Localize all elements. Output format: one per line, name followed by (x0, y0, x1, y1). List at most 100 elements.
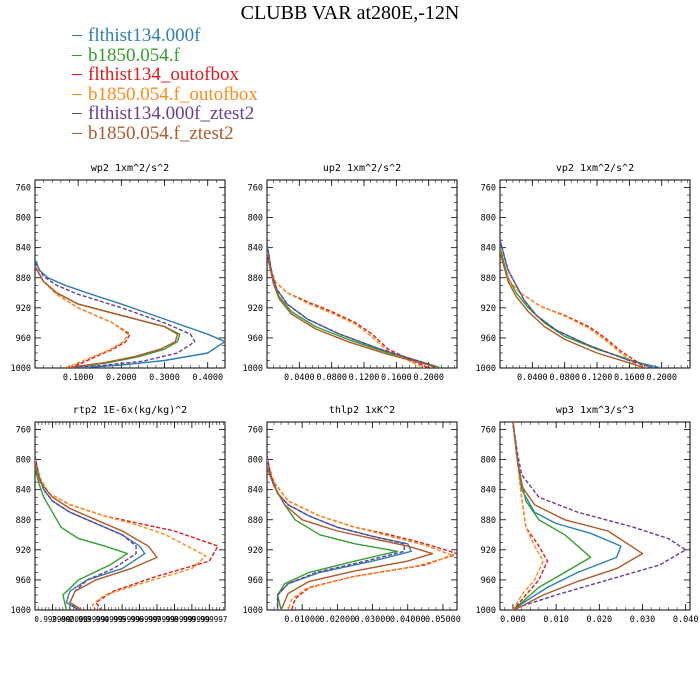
y-tick-label: 960 (481, 576, 496, 586)
x-tick-label: 0.030 (630, 615, 656, 625)
y-tick-label: 760 (481, 184, 496, 194)
series-line (512, 422, 592, 610)
legend-label: b1850.054.f (88, 44, 180, 66)
series-line (35, 258, 225, 368)
series-line (267, 459, 455, 610)
legend-label: flthist134.000f (88, 25, 201, 46)
panel-title: vp2 1xm^2/s^2 (556, 163, 634, 174)
x-tick-label: 0.1200 (349, 373, 380, 383)
legend-label: b1850.054.f_outofbox (88, 83, 258, 105)
y-tick-label: 880 (16, 516, 31, 526)
x-tick-label: 0.1000 (63, 373, 94, 383)
y-tick-label: 760 (16, 426, 31, 436)
x-tick-label: 0.0800 (316, 373, 347, 383)
y-tick-label: 880 (248, 274, 263, 284)
series-line (267, 466, 434, 610)
x-tick-label: 0.010 (543, 615, 569, 625)
x-tick-label: 0.01000 (284, 615, 320, 625)
series-line (267, 251, 429, 368)
legend-swatch (72, 113, 82, 115)
series-line (512, 422, 687, 610)
y-tick-label: 1000 (11, 364, 31, 374)
y-tick-label: 920 (248, 546, 263, 556)
y-tick-label: 920 (16, 546, 31, 556)
series-line (35, 459, 207, 610)
chart-panel: rtp2 1E-6x(kg/kg)^2 760 800 840 880 920 960 100… (11, 405, 228, 624)
y-tick-label: 760 (248, 426, 263, 436)
y-tick-label: 760 (16, 184, 31, 194)
legend-swatch (72, 93, 82, 95)
chart-panel: thlp2 1xK^2 760 800 840 880 920 960 1000 0.01000… (243, 405, 461, 625)
x-tick-label: 2.999999 (69, 615, 105, 624)
series-line (512, 422, 544, 610)
panel-frame (499, 421, 691, 611)
x-tick-label: 0.000 (500, 615, 526, 625)
series-line (267, 459, 457, 610)
x-tick-label: 0.0400 (284, 373, 315, 383)
y-tick-label: 800 (481, 456, 496, 466)
series-line (267, 253, 438, 368)
y-tick-label: 960 (16, 576, 31, 586)
y-tick-label: 880 (481, 274, 496, 284)
x-tick-label: 4.999999 (104, 615, 140, 624)
chart-panel: up2 1xm^2/s^2 760 800 840 880 920 960 1000 0.040… (243, 163, 458, 383)
x-tick-label: 2.000000 (52, 615, 89, 624)
series-line (35, 266, 129, 368)
x-tick-label: 0.0800 (549, 373, 580, 383)
x-tick-label: 0.1200 (582, 373, 613, 383)
y-tick-label: 920 (481, 304, 496, 314)
legend-label: flthist134.000f_ztest2 (88, 103, 255, 124)
y-tick-label: 840 (16, 486, 31, 496)
y-tick-label: 800 (16, 456, 31, 466)
y-tick-label: 880 (481, 516, 496, 526)
y-tick-label: 880 (248, 516, 263, 526)
x-tick-label: 0.03000 (355, 615, 391, 625)
legend-item: b1850.054.f (72, 44, 258, 66)
x-tick-label: 0.020 (587, 615, 613, 625)
series-line (500, 240, 654, 368)
panel-frame (266, 421, 458, 611)
y-tick-label: 960 (248, 334, 263, 344)
x-tick-label: 7.999999 (156, 615, 192, 624)
y-tick-label: 840 (16, 244, 31, 254)
x-tick-label: 0.02000 (319, 615, 355, 625)
figure-title: CLUBB VAR at280E,-12N (240, 2, 460, 24)
x-tick-label: 0.999999 (34, 615, 70, 624)
legend-label: flthist134_outofbox (88, 64, 239, 85)
legend-item: flthist134.000f_ztest2 (72, 104, 258, 124)
panel-frame (266, 179, 458, 369)
series-line (267, 466, 398, 610)
series-line (35, 262, 196, 368)
x-tick-label: 0.04000 (390, 615, 426, 625)
y-tick-label: 800 (16, 214, 31, 224)
series-line (267, 243, 442, 368)
series-line (35, 455, 146, 610)
x-tick-label: 0.3000 (149, 373, 180, 383)
x-tick-label: 5.999999 (122, 615, 158, 624)
legend-item: b1850.054.f_outofbox (72, 83, 258, 105)
series-line (35, 466, 129, 610)
panel-title: thlp2 1xK^2 (329, 405, 395, 416)
y-tick-label: 1000 (243, 606, 263, 616)
x-tick-label: 0.4000 (192, 373, 223, 383)
x-tick-label: 0.040 (673, 615, 699, 625)
series-line (512, 422, 622, 610)
legend-swatch (72, 35, 82, 37)
y-tick-label: 1000 (243, 364, 263, 374)
series-line (267, 455, 412, 610)
y-tick-label: 760 (481, 426, 496, 436)
panel-title: wp2 1xm^2/s^2 (91, 163, 169, 174)
panel-title: up2 1xm^2/s^2 (323, 163, 401, 174)
legend-item: flthist134_outofbox (72, 65, 258, 85)
y-tick-label: 1000 (476, 606, 496, 616)
series-line (35, 459, 219, 610)
series-line (500, 251, 646, 368)
chart-panel: vp2 1xm^2/s^2 760 800 840 880 920 960 1000 0.040… (476, 163, 691, 383)
x-tick-label: 9.999997 (191, 615, 227, 624)
y-tick-label: 920 (481, 546, 496, 556)
series-line (35, 266, 179, 368)
legend-swatch (72, 54, 82, 56)
y-tick-label: 1000 (476, 364, 496, 374)
x-tick-label: 0.1600 (381, 373, 412, 383)
